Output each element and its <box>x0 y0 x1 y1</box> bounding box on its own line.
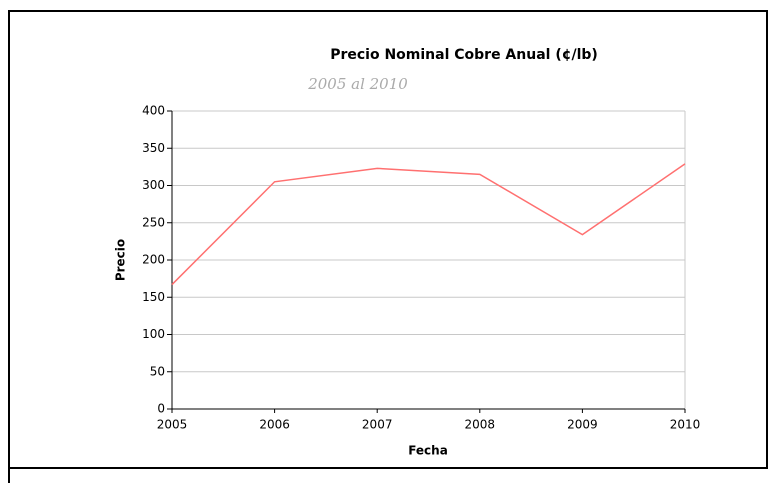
y-tick-label: 250 <box>142 215 165 229</box>
y-axis-label: Precio <box>114 239 128 281</box>
y-tick-label: 50 <box>150 364 165 378</box>
y-tick-label: 0 <box>157 402 165 416</box>
frame <box>8 10 768 483</box>
x-tick-label: 2010 <box>670 418 701 432</box>
x-tick-label: 2009 <box>567 418 598 432</box>
x-tick-label: 2007 <box>362 418 393 432</box>
y-tick-label: 350 <box>142 141 165 155</box>
y-tick-label: 150 <box>142 290 165 304</box>
x-tick-label: 2005 <box>157 418 188 432</box>
y-tick-label: 400 <box>142 104 165 118</box>
series-line <box>171 163 686 286</box>
y-tick-label: 300 <box>142 178 165 192</box>
x-tick-label: 2008 <box>465 418 496 432</box>
y-tick-label: 100 <box>142 327 165 341</box>
y-tick-label: 200 <box>142 253 165 267</box>
x-axis-label: Fecha <box>408 444 448 458</box>
x-tick-label: 2006 <box>259 418 290 432</box>
chart-subtitle: 2005 al 2010 <box>307 75 408 93</box>
chart-title: Precio Nominal Cobre Anual (¢/lb) <box>330 47 598 63</box>
